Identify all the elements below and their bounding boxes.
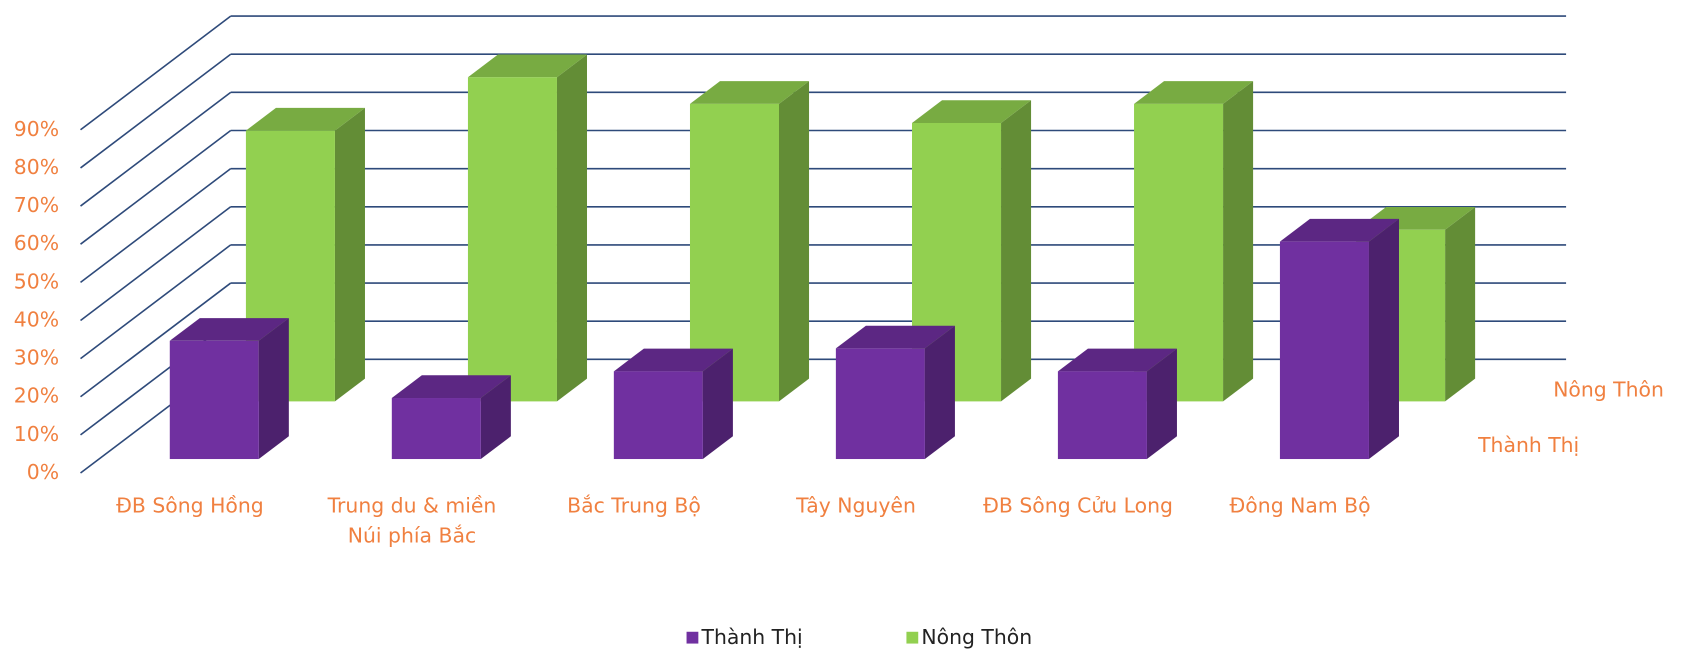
bar-side [480,375,511,460]
bar [613,371,703,460]
bar-top [1279,218,1399,242]
bar-top [1057,348,1177,372]
bar-side [1001,100,1032,402]
grid-line [80,282,232,398]
x-tick-label: ĐB Sông Hồng [116,494,264,519]
bar-top [169,318,289,341]
bar [391,398,481,460]
bar-side [702,348,733,460]
bar-side [1146,348,1177,460]
x-tick-label-box: ĐB Sông Cửu Long [983,494,1173,519]
y-tick-label: 10% [14,422,59,446]
grid-line [80,206,232,322]
bar-side [258,318,289,460]
x-tick-label: Trung du & miền Núi phía Bắc [327,494,497,549]
bar-top [467,54,588,78]
x-tick-label: ĐB Sông Cửu Long [983,494,1173,519]
y-tick-label: 90% [14,117,59,141]
bar [1057,371,1147,460]
y-tick-label: 80% [14,155,59,179]
grid-line [80,167,232,283]
legend-swatch [686,631,699,644]
x-tick-label: Tây Nguyên [796,494,916,519]
y-tick-label: 60% [14,231,59,255]
y-tick-label: 40% [14,307,59,331]
bar [835,348,925,460]
grid-line [80,244,232,360]
grid-line [80,15,232,131]
y-tick-label: 20% [14,384,59,408]
bar [169,340,259,460]
bar-top [1134,81,1254,104]
series-axis-label: Nông Thôn [1553,377,1664,401]
x-tick-label-box: Tây Nguyên [796,494,916,519]
bar-top [689,81,810,104]
legend-swatch [906,631,919,644]
bar-side [924,325,955,460]
x-tick-label: Đông Nam Bộ [1229,494,1371,519]
bar-side [1445,207,1476,402]
y-tick-label: 50% [14,269,59,293]
x-tick-label-box: Đông Nam Bộ [1229,494,1371,519]
x-tick-label-box: Bắc Trung Bộ [567,494,701,519]
bar-top [912,100,1032,123]
y-tick-label: 30% [14,346,59,370]
grid-line [80,53,232,169]
series-axis-label: Thành Thị [1477,433,1579,457]
bar [1279,241,1369,460]
bar [467,77,557,402]
x-tick-label-box: ĐB Sông Hồng [116,494,264,519]
y-tick-label: 0% [27,460,59,484]
x-tick-label: Bắc Trung Bộ [567,494,701,519]
bar-top [391,375,511,399]
grid-line [80,129,232,245]
bar-side [1368,218,1399,460]
legend-label: Nông Thôn [921,625,1032,649]
bar-top [835,325,955,349]
bar-side [1223,81,1254,402]
bar-side [556,54,588,402]
legend-label: Thành Thị [701,625,803,649]
bar-side [334,107,365,402]
bar-top [613,348,733,372]
grid-line [80,91,232,207]
bar-top [245,107,365,131]
bar-side [779,81,810,402]
y-tick-label: 70% [14,193,59,217]
x-tick-label-box: Trung du & miền Núi phía Bắc [327,494,497,549]
